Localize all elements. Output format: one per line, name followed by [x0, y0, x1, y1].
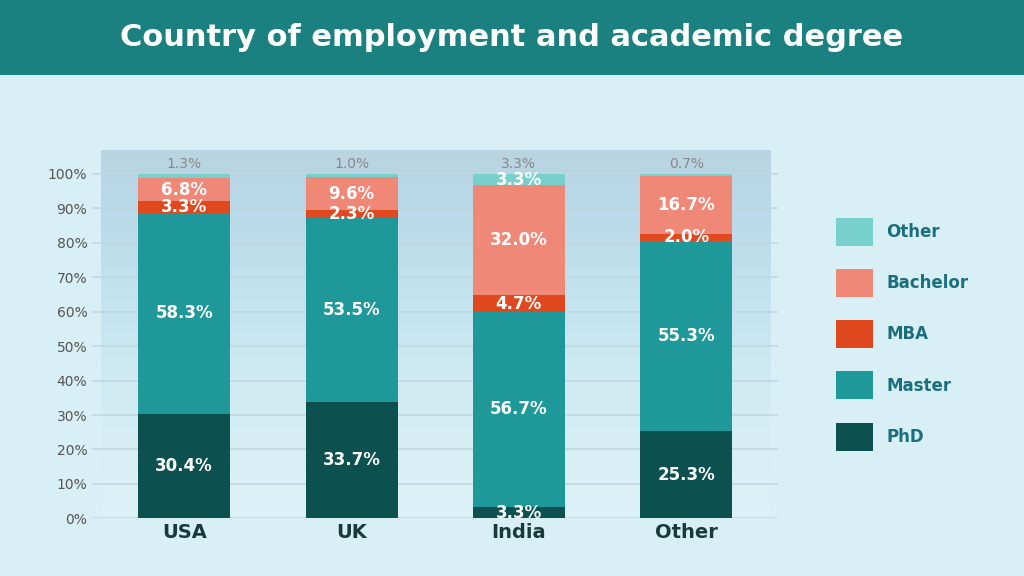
Text: 25.3%: 25.3% — [657, 466, 715, 484]
Bar — [138, 414, 230, 518]
Bar — [138, 178, 230, 202]
Bar — [473, 507, 565, 518]
Text: 0.7%: 0.7% — [669, 157, 703, 171]
Bar — [640, 431, 732, 518]
Text: 30.4%: 30.4% — [156, 457, 213, 475]
Text: 1.3%: 1.3% — [167, 157, 202, 170]
Bar — [640, 176, 732, 234]
Text: 16.7%: 16.7% — [657, 196, 715, 214]
Bar — [138, 202, 230, 213]
Text: 1.0%: 1.0% — [334, 157, 369, 170]
Bar — [305, 402, 397, 518]
Text: 53.5%: 53.5% — [323, 301, 380, 319]
Text: 56.7%: 56.7% — [490, 400, 548, 418]
Text: 55.3%: 55.3% — [657, 327, 715, 345]
Bar — [305, 177, 397, 210]
Text: 2.3%: 2.3% — [329, 205, 375, 223]
Legend: Other, Bachelor, MBA, Master, PhD: Other, Bachelor, MBA, Master, PhD — [827, 209, 977, 459]
Text: 32.0%: 32.0% — [490, 232, 548, 249]
Bar — [473, 174, 565, 185]
Text: 6.8%: 6.8% — [161, 181, 207, 199]
Text: 3.3%: 3.3% — [161, 198, 207, 216]
Bar — [473, 312, 565, 507]
Bar — [138, 173, 230, 178]
Bar — [305, 173, 397, 177]
Text: 58.3%: 58.3% — [156, 304, 213, 322]
Bar — [640, 174, 732, 176]
Bar — [473, 185, 565, 295]
Text: 3.3%: 3.3% — [496, 504, 542, 522]
Bar — [305, 218, 397, 402]
Bar — [640, 241, 732, 431]
Text: Country of employment and academic degree: Country of employment and academic degre… — [121, 23, 903, 52]
Text: 3.3%: 3.3% — [496, 170, 542, 188]
Bar — [473, 295, 565, 312]
Text: 4.7%: 4.7% — [496, 294, 542, 313]
Bar — [305, 210, 397, 218]
Text: 9.6%: 9.6% — [329, 184, 375, 203]
Text: 3.3%: 3.3% — [502, 157, 537, 171]
Text: 2.0%: 2.0% — [664, 228, 710, 247]
Bar — [640, 234, 732, 241]
Bar — [138, 213, 230, 414]
Text: 33.7%: 33.7% — [323, 452, 381, 469]
